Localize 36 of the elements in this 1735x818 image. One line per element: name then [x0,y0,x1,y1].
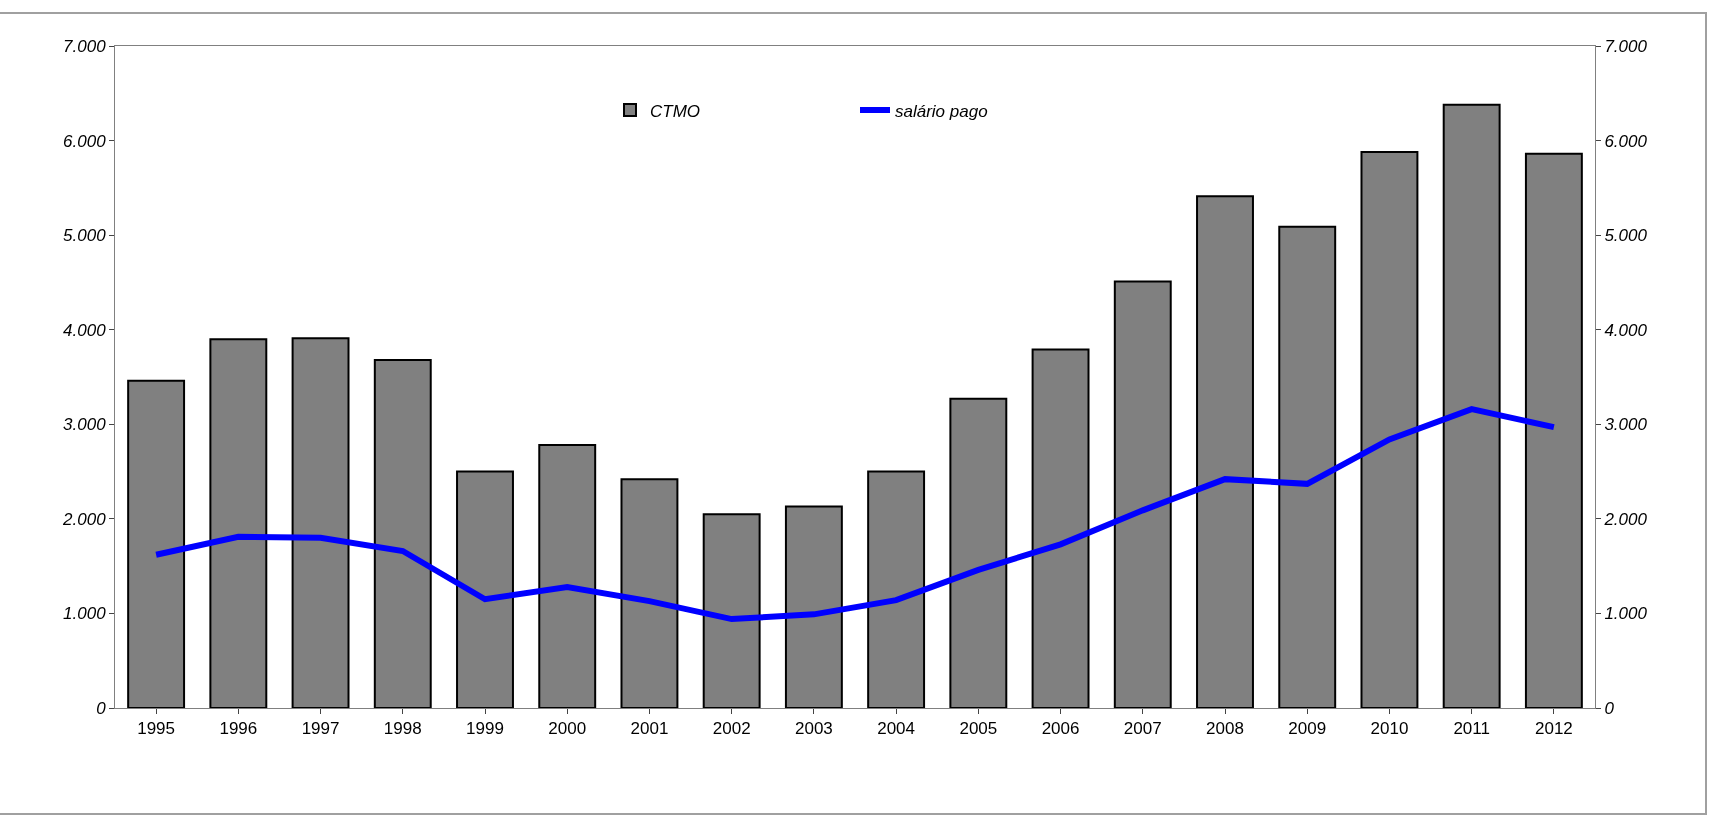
y-tick-label: 5.000 [63,226,107,246]
y2-tick-label: 2.000 [1603,509,1648,529]
x-tick-label: 2011 [1453,719,1490,739]
x-tick-label: 2010 [1370,719,1409,739]
x-tick-label: 2004 [877,719,916,739]
x-tick-label: 2008 [1206,719,1244,739]
x-tick-label: 2009 [1288,719,1327,739]
x-tick-label: 2002 [712,719,751,739]
y-tick-label: 6.000 [63,131,107,151]
y-tick-label: 1.000 [63,604,107,624]
x-tick-label: 1999 [466,719,504,739]
legend-label: CTMO [650,101,701,121]
x-tick-label: 2007 [1123,719,1162,739]
y2-tick-label: 5.000 [1604,226,1648,246]
y-tick-label: 0 [96,698,107,718]
legend-label: salário pago [895,101,988,121]
y2-tick-label: 1.000 [1604,604,1648,624]
x-tick-label: 1998 [383,719,422,739]
x-tick-label: 2000 [548,719,587,739]
x-tick-label: 2005 [959,719,998,739]
x-tick-label: 2012 [1534,719,1573,739]
y2-tick-label: 3.000 [1604,415,1648,435]
y2-tick-label: 6.000 [1604,131,1648,151]
y-tick-label: 2.000 [62,509,107,529]
x-tick-label: 1997 [301,719,340,739]
x-tick-label: 2003 [794,719,833,739]
x-tick-label: 1995 [137,719,176,739]
y-tick-label: 3.000 [63,415,107,435]
y2-tick-label: 4.000 [1604,320,1648,340]
y2-tick-label: 0 [1604,698,1615,718]
y-tick-label: 4.000 [63,320,107,340]
y-tick-label: 7.000 [63,36,107,56]
x-tick-label: 1996 [219,719,258,739]
y2-tick-label: 7.000 [1604,36,1648,56]
x-tick-label: 2001 [630,719,669,739]
x-tick-label: 2006 [1041,719,1080,739]
